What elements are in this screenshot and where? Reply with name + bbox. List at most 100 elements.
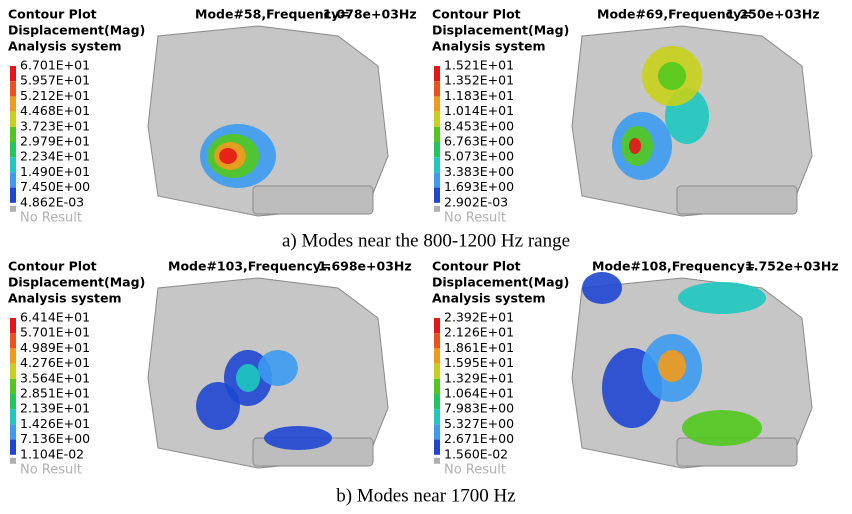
legend-swatch (10, 81, 16, 96)
legend-label: 1.014E+01 (444, 103, 514, 118)
legend-swatch (10, 318, 16, 333)
legend-swatch (10, 112, 16, 127)
legend-swatch (434, 96, 440, 111)
header-line: Analysis system (8, 291, 121, 306)
legend-label: 1.521E+01 (444, 58, 514, 73)
legend-label: 8.453E+00 (444, 118, 514, 133)
frequency: 1.250e+03Hz (726, 7, 820, 22)
legend-label: 1.329E+01 (444, 370, 514, 385)
legend-label: 1.064E+01 (444, 386, 514, 401)
header-line: Contour Plot (8, 7, 97, 22)
legend-swatch (10, 206, 16, 212)
legend-label: 5.212E+01 (20, 88, 90, 103)
legend-swatch (10, 458, 16, 464)
legend-label: 6.414E+01 (20, 310, 90, 325)
legend-label: 7.983E+00 (444, 401, 514, 416)
legend-swatch (10, 142, 16, 157)
legend-label: 4.989E+01 (20, 340, 90, 355)
engine-base (677, 186, 797, 214)
header-line: Displacement(Mag) (8, 275, 145, 290)
legend-label: 1.490E+01 (20, 164, 90, 179)
legend-label: 3.564E+01 (20, 370, 90, 385)
legend-swatch (10, 348, 16, 363)
legend-swatch (10, 364, 16, 379)
legend-swatch (434, 188, 440, 203)
legend-label: 7.136E+00 (20, 431, 90, 446)
legend-swatch (434, 157, 440, 172)
legend-label: 6.701E+01 (20, 58, 90, 73)
contour-region (236, 364, 260, 392)
legend-label: 7.450E+00 (20, 179, 90, 194)
legend-swatch (10, 66, 16, 81)
legend-swatch (434, 394, 440, 409)
legend-label: 5.073E+00 (444, 149, 514, 164)
legend-swatch (434, 348, 440, 363)
no-result: No Result (20, 211, 82, 226)
contour-region (219, 148, 237, 164)
legend-swatch (434, 127, 440, 142)
legend-label: 1.693E+00 (444, 179, 514, 194)
legend-swatch (434, 333, 440, 348)
legend-label: 1.352E+01 (444, 73, 514, 88)
legend-swatch (10, 333, 16, 348)
figure: a) Modes near the 800-1200 Hz range b) M… (0, 0, 852, 514)
legend-swatch (10, 424, 16, 439)
header-line: Displacement(Mag) (432, 23, 569, 38)
legend-swatch (434, 66, 440, 81)
legend-swatch (434, 206, 440, 212)
legend-label: 1.560E-02 (444, 446, 508, 461)
legend-label: 5.327E+00 (444, 416, 514, 431)
no-result: No Result (444, 463, 506, 478)
legend-label: 1.183E+01 (444, 88, 514, 103)
legend-label: 1.595E+01 (444, 355, 514, 370)
legend-label: 1.426E+01 (20, 416, 90, 431)
mode-label: Mode#103,Frequency= (168, 259, 331, 274)
header-line: Displacement(Mag) (432, 275, 569, 290)
legend-swatch (10, 157, 16, 172)
header-line: Contour Plot (8, 259, 97, 274)
legend-swatch (434, 458, 440, 464)
legend-swatch (434, 364, 440, 379)
legend-label: 4.862E-03 (20, 194, 84, 209)
header-line: Analysis system (8, 39, 121, 54)
contour-region (658, 350, 686, 382)
header-line: Displacement(Mag) (8, 23, 145, 38)
legend-swatch (434, 318, 440, 333)
legend-swatch (434, 142, 440, 157)
caption: b) Modes near 1700 Hz (336, 485, 515, 506)
legend-label: 4.276E+01 (20, 355, 90, 370)
legend-label: 4.468E+01 (20, 103, 90, 118)
legend-swatch (10, 440, 16, 455)
legend-label: 2.139E+01 (20, 401, 90, 416)
contour-region (258, 350, 298, 386)
engine-base (253, 186, 373, 214)
legend-label: 5.957E+01 (20, 73, 90, 88)
legend-swatch (10, 96, 16, 111)
header-line: Contour Plot (432, 259, 521, 274)
legend-label: 1.104E-02 (20, 446, 84, 461)
legend-swatch (434, 172, 440, 187)
legend-swatch (434, 409, 440, 424)
legend-swatch (434, 440, 440, 455)
legend-label: 2.979E+01 (20, 134, 90, 149)
legend-label: 6.763E+00 (444, 134, 514, 149)
header-line: Analysis system (432, 291, 545, 306)
contour-region (264, 426, 332, 450)
legend-swatch (434, 81, 440, 96)
no-result: No Result (444, 211, 506, 226)
legend-swatch (10, 409, 16, 424)
legend-label: 2.671E+00 (444, 431, 514, 446)
legend-swatch (10, 188, 16, 203)
header-line: Analysis system (432, 39, 545, 54)
frequency: 1.752e+03Hz (745, 259, 839, 274)
legend-label: 5.701E+01 (20, 325, 90, 340)
header-line: Contour Plot (432, 7, 521, 22)
legend-swatch (10, 172, 16, 187)
legend-label: 2.902E-03 (444, 194, 508, 209)
legend-label: 2.392E+01 (444, 310, 514, 325)
frequency: 1.698e+03Hz (318, 259, 412, 274)
contour-region (678, 282, 766, 314)
legend-swatch (10, 127, 16, 142)
legend-label: 2.126E+01 (444, 325, 514, 340)
legend-swatch (10, 379, 16, 394)
